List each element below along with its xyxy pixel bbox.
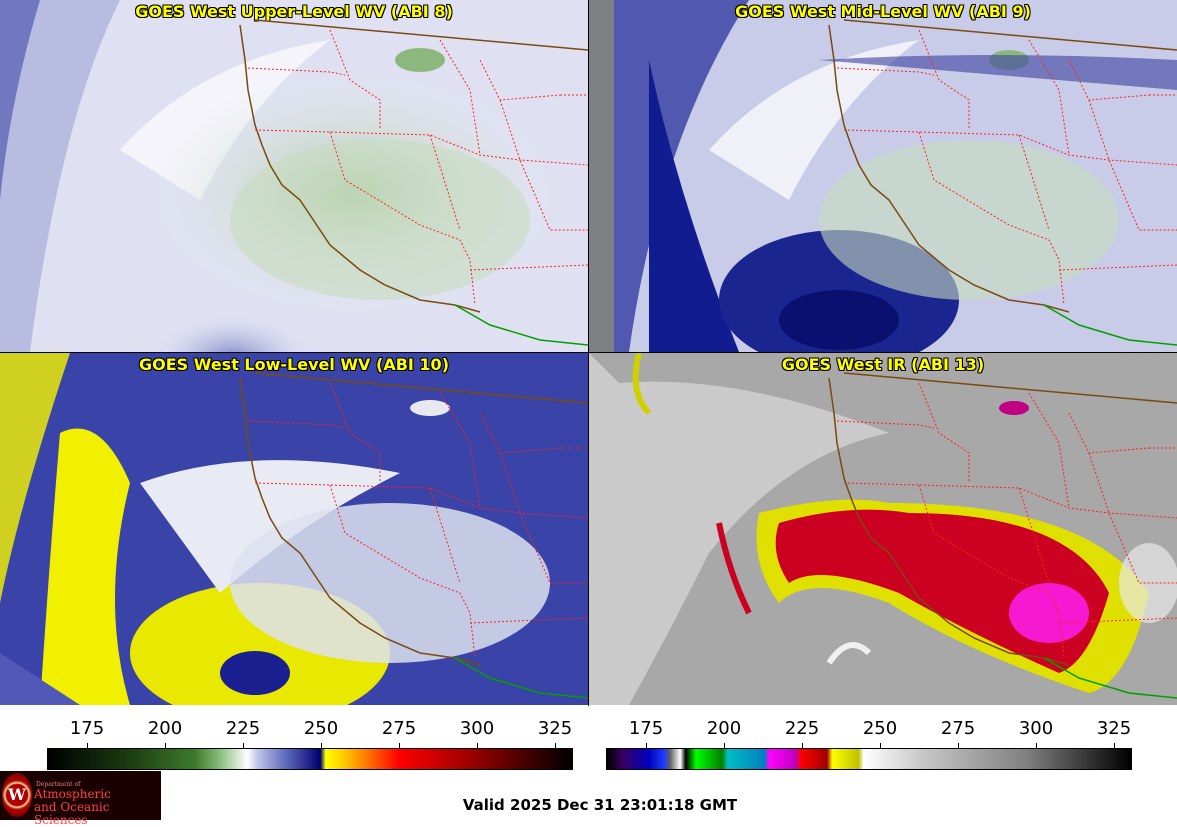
panel-title: GOES West IR (ABI 13) xyxy=(781,355,985,374)
colorbar-tick xyxy=(87,743,88,748)
colorbar-tick-label: 250 xyxy=(862,718,898,739)
colorbar-tick-label: 175 xyxy=(69,718,105,739)
mid-level-wv-image xyxy=(589,0,1177,352)
colorbar-tick xyxy=(646,743,647,748)
colorbar-tick xyxy=(1114,743,1115,748)
logo-name-line1: Atmospheric xyxy=(34,787,111,801)
valid-time: Valid 2025 Dec 31 23:01:18 GMT xyxy=(462,796,738,814)
panel-title: GOES West Mid-Level WV (ABI 9) xyxy=(735,2,1031,21)
colorbar-tick xyxy=(1036,743,1037,748)
panel-ir: GOES West IR (ABI 13) xyxy=(589,353,1177,705)
upper-level-wv-image xyxy=(0,0,588,352)
colorbar-tick xyxy=(555,743,556,748)
colorbar-tick xyxy=(399,743,400,748)
colorbar-tick xyxy=(958,743,959,748)
panel-low-level-wv: GOES West Low-Level WV (ABI 10) xyxy=(0,353,588,705)
ir-image xyxy=(589,353,1177,705)
colorbar-tick-label: 275 xyxy=(940,718,976,739)
colorbar-tick-label: 175 xyxy=(628,718,664,739)
water-vapor-colorbar xyxy=(47,748,573,770)
colorbar-tick xyxy=(243,743,244,748)
colorbar-tick-label: 200 xyxy=(706,718,742,739)
colorbar-tick xyxy=(880,743,881,748)
colorbar-tick-label: 225 xyxy=(225,718,261,739)
seal-letter: W xyxy=(8,785,26,804)
panel-upper-level-wv: GOES West Upper-Level WV (ABI 8) xyxy=(0,0,588,352)
logo-dept-line: Department of xyxy=(36,781,81,788)
colorbar-tick-label: 300 xyxy=(1018,718,1054,739)
panel-divider-horizontal xyxy=(0,352,1177,353)
ir-colorbar xyxy=(606,748,1132,770)
colorbar-tick-label: 325 xyxy=(537,718,573,739)
colorbar-tick xyxy=(724,743,725,748)
low-level-wv-image xyxy=(0,353,588,705)
panel-title: GOES West Low-Level WV (ABI 10) xyxy=(138,355,449,374)
colorbar-tick xyxy=(477,743,478,748)
colorbar-tick xyxy=(165,743,166,748)
logo-name-line2: and Oceanic Sciences xyxy=(34,800,110,827)
uw-seal-icon: W xyxy=(2,773,32,817)
colorbar-tick-label: 300 xyxy=(459,718,495,739)
colorbar-tick-label: 200 xyxy=(147,718,183,739)
aos-logo: W Department of Atmospheric and Oceanic … xyxy=(0,771,161,827)
panel-divider-vertical xyxy=(588,0,589,706)
panel-mid-level-wv: GOES West Mid-Level WV (ABI 9) xyxy=(589,0,1177,352)
colorbar-tick-label: 225 xyxy=(784,718,820,739)
colorbar-tick-label: 325 xyxy=(1096,718,1132,739)
panel-title: GOES West Upper-Level WV (ABI 8) xyxy=(135,2,453,21)
logo-name: Atmospheric and Oceanic Sciences xyxy=(34,788,161,827)
colorbar-tick-label: 250 xyxy=(303,718,339,739)
colorbar-tick xyxy=(802,743,803,748)
colorbar-tick xyxy=(321,743,322,748)
colorbar-tick-label: 275 xyxy=(381,718,417,739)
